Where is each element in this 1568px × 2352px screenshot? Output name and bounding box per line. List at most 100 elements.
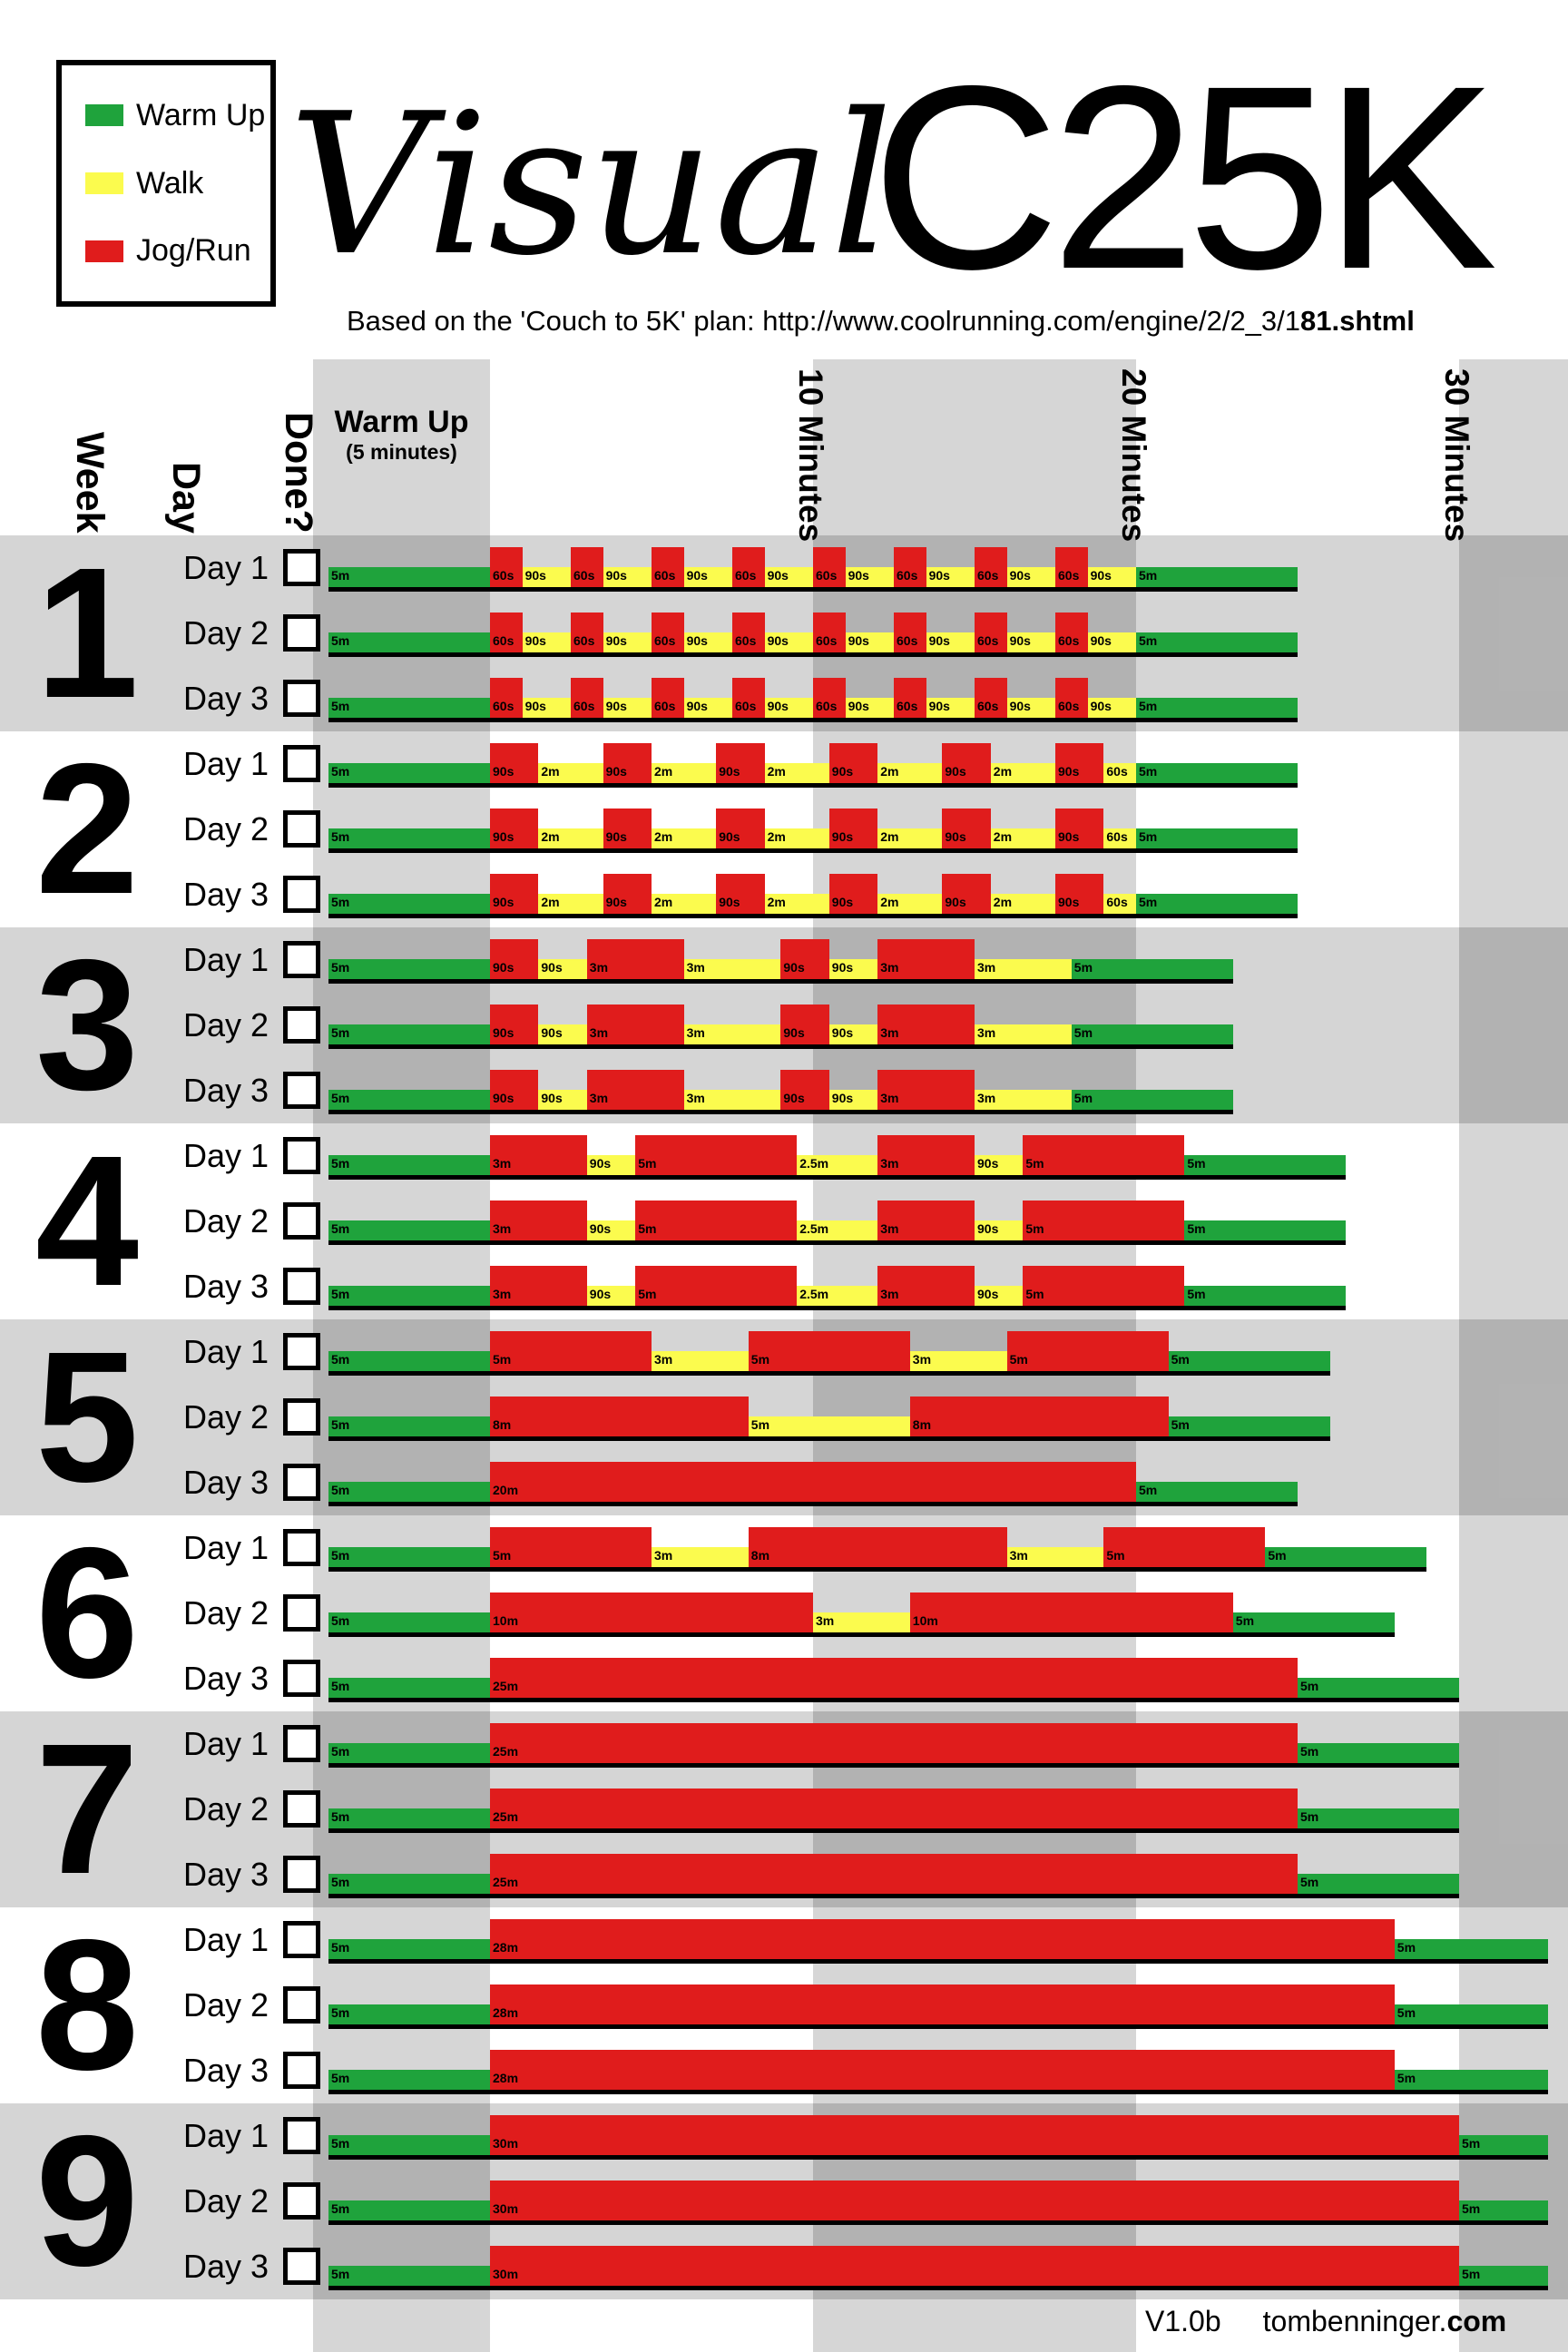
jog-segment <box>828 874 878 914</box>
walk-segment <box>845 698 894 718</box>
jog-segment <box>1055 678 1088 718</box>
jog-segment <box>635 1135 798 1175</box>
segment-duration-label: 90s <box>493 1025 514 1040</box>
done-checkbox[interactable] <box>283 2248 320 2285</box>
week-band-3: 3 Day 1 5m 90s 90s 3m 3m 90s 90s 3m 3m 5m Day 2 5m 90s… <box>0 927 1568 1123</box>
segment-duration-label: 8m <box>912 1417 932 1432</box>
segment-duration-label: 5m <box>331 2136 350 2151</box>
week-band-8: 8 Day 1 5m 28m 5m Day 2 5m 28m 5m Day 3 5m 28m 5m <box>0 1907 1568 2103</box>
done-checkbox[interactable] <box>283 1464 320 1501</box>
day-label: Day 1 <box>182 549 269 586</box>
done-checkbox[interactable] <box>283 680 320 717</box>
jog-segment <box>813 612 846 652</box>
done-checkbox[interactable] <box>283 1856 320 1893</box>
day-label: Day 1 <box>182 1333 269 1370</box>
jog-segment <box>490 743 539 783</box>
done-checkbox[interactable] <box>283 1529 320 1566</box>
segment-duration-label: 90s <box>767 699 789 713</box>
walk-segment <box>975 1090 1072 1110</box>
segment-duration-label: 28m <box>493 2071 519 2085</box>
warmup-segment <box>328 567 490 587</box>
segment-duration-label: 2m <box>993 829 1013 844</box>
day-row: Day 1 5m 3m 90s 5m 2.5m 3m 90s 5m 5m <box>0 1123 1568 1189</box>
done-checkbox[interactable] <box>283 1594 320 1632</box>
jog-segment <box>490 1592 813 1632</box>
done-checkbox[interactable] <box>283 1268 320 1305</box>
walk-segment <box>683 959 781 979</box>
segment-duration-label: 2m <box>880 764 899 779</box>
walk-segment <box>877 894 943 914</box>
jog-segment <box>975 612 1007 652</box>
walk-segment <box>538 1090 587 1110</box>
col-header-done: Done? <box>277 412 320 534</box>
timeline-baseline <box>328 783 1298 788</box>
done-checkbox[interactable] <box>283 1137 320 1174</box>
walk-segment <box>538 959 587 979</box>
segment-duration-label: 5m <box>1009 1352 1028 1367</box>
segment-duration-label: 90s <box>831 764 854 779</box>
done-checkbox[interactable] <box>283 745 320 782</box>
segment-duration-label: 5m <box>331 1287 350 1301</box>
done-checkbox[interactable] <box>283 614 320 652</box>
day-label: Day 3 <box>182 1464 269 1501</box>
done-checkbox[interactable] <box>283 1333 320 1370</box>
col-header-day: Day <box>164 462 208 534</box>
segment-duration-label: 60s <box>977 699 999 713</box>
done-checkbox[interactable] <box>283 1660 320 1697</box>
segment-duration-label: 25m <box>493 1679 519 1693</box>
walk-segment <box>586 1286 636 1306</box>
done-checkbox[interactable] <box>283 941 320 978</box>
segment-duration-label: 5m <box>1139 699 1158 713</box>
jog-segment <box>652 612 684 652</box>
week-band-6: 6 Day 1 5m 5m 3m 8m 3m 5m 5m Day 2 5m 10m 3m 10m 5m Day… <box>0 1515 1568 1711</box>
segment-duration-label: 60s <box>897 699 918 713</box>
segment-duration-label: 90s <box>493 895 514 909</box>
segment-duration-label: 3m <box>816 1613 835 1628</box>
timeline-baseline <box>328 1828 1459 1833</box>
done-checkbox[interactable] <box>283 1072 320 1109</box>
workout-timeline: 5m 90s 90s 3m 3m 90s 90s 3m 3m 5m <box>328 1058 1548 1123</box>
warmup-segment <box>328 2200 490 2220</box>
jog-segment <box>813 678 846 718</box>
done-checkbox[interactable] <box>283 1921 320 1958</box>
jog-segment <box>1055 808 1104 848</box>
day-row: Day 1 5m 60s 90s 60s 90s 60s 90s 60s 90s 60s 90s 60s… <box>0 535 1568 601</box>
jog-segment <box>571 678 603 718</box>
done-checkbox[interactable] <box>283 1725 320 1762</box>
day-label: Day 1 <box>182 1725 269 1762</box>
jog-segment <box>1023 1200 1185 1240</box>
workout-timeline: 5m 60s 90s 60s 90s 60s 90s 60s 90s 60s 90s 60s 90s 60… <box>328 666 1548 731</box>
time-mark-20-minutes: 20 Minutes <box>1115 368 1152 543</box>
walk-segment <box>1087 698 1136 718</box>
done-checkbox[interactable] <box>283 1986 320 2024</box>
segment-duration-label: 5m <box>1139 764 1158 779</box>
jog-segment <box>490 1266 587 1306</box>
jog-segment <box>490 1004 539 1044</box>
segment-duration-label: 5m <box>331 2267 350 2281</box>
day-row: Day 2 5m 28m 5m <box>0 1973 1568 2038</box>
done-checkbox[interactable] <box>283 1006 320 1044</box>
done-checkbox[interactable] <box>283 2182 320 2220</box>
jog-segment <box>490 2050 1395 2090</box>
done-checkbox[interactable] <box>283 1398 320 1436</box>
segment-duration-label: 5m <box>1025 1221 1044 1236</box>
cooldown-segment <box>1298 1808 1459 1828</box>
workout-timeline: 5m 5m 3m 8m 3m 5m 5m <box>328 1515 1548 1581</box>
timeline-baseline <box>328 1110 1233 1114</box>
jog-segment <box>975 678 1007 718</box>
done-checkbox[interactable] <box>283 2052 320 2089</box>
done-checkbox[interactable] <box>283 2117 320 2154</box>
segment-duration-label: 60s <box>493 568 514 583</box>
done-checkbox[interactable] <box>283 810 320 848</box>
done-checkbox[interactable] <box>283 876 320 913</box>
day-label: Day 3 <box>182 1660 269 1697</box>
segment-duration-label: 90s <box>493 960 514 975</box>
cooldown-segment <box>1232 1612 1395 1632</box>
walk-segment <box>877 828 943 848</box>
done-checkbox[interactable] <box>283 1202 320 1240</box>
done-checkbox[interactable] <box>283 1790 320 1828</box>
segment-duration-label: 90s <box>783 960 805 975</box>
segment-duration-label: 5m <box>1073 960 1093 975</box>
done-checkbox[interactable] <box>283 549 320 586</box>
workout-timeline: 5m 25m 5m <box>328 1646 1548 1711</box>
